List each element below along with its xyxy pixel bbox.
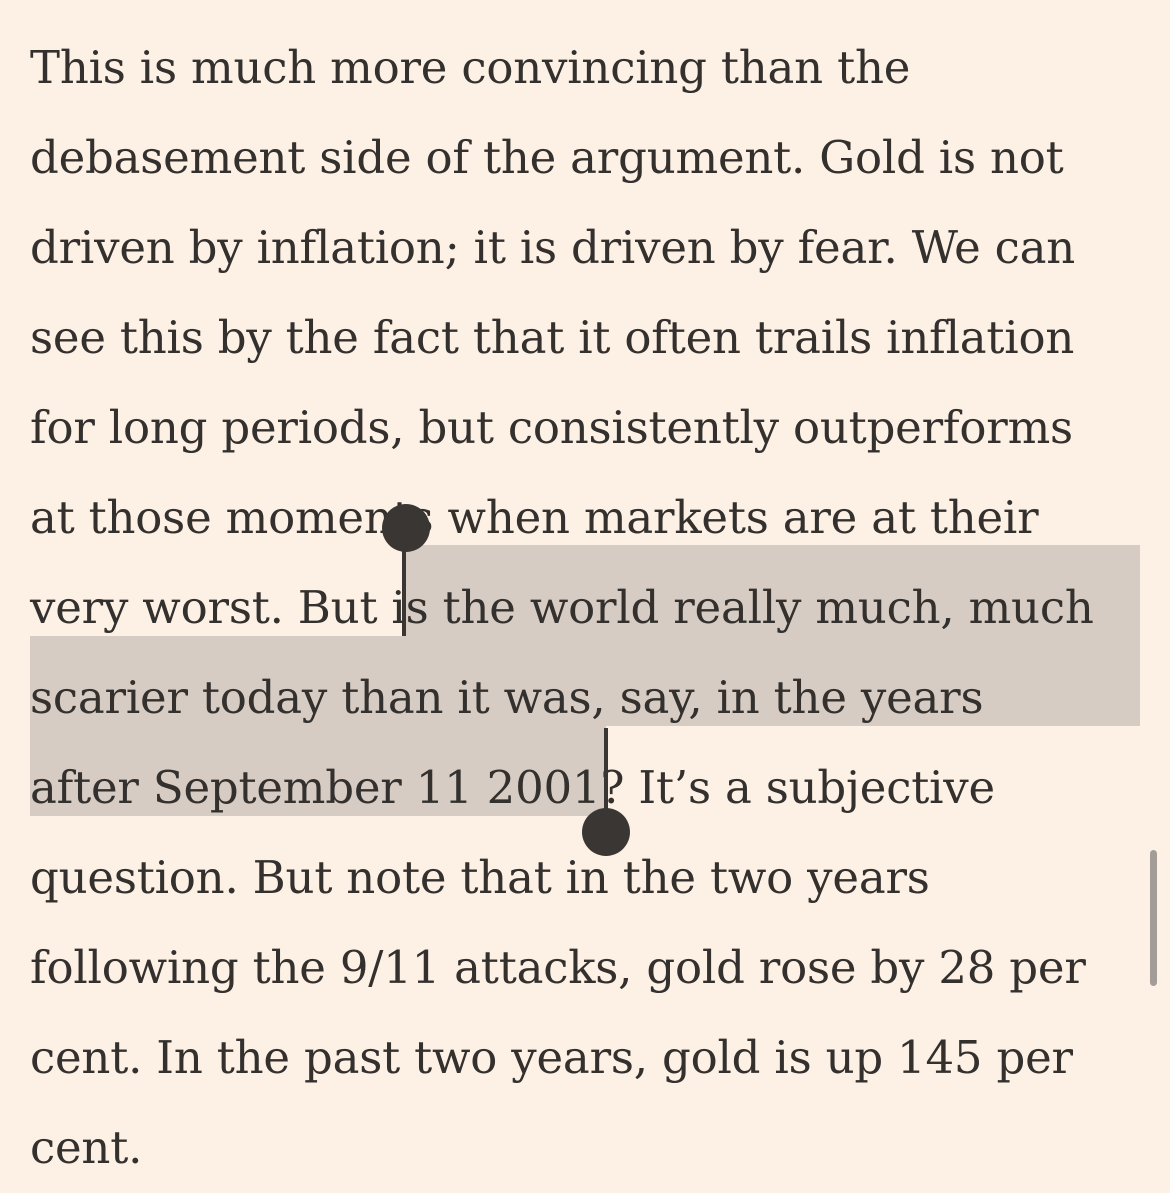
selection-highlight-line-3 — [30, 726, 606, 816]
selection-highlight-line-1 — [402, 545, 1140, 636]
selection-highlight-line-2 — [30, 636, 1140, 726]
article-line: see this by the fact that it often trail… — [30, 311, 1075, 364]
selection-start-stem[interactable] — [402, 520, 406, 636]
article-line: for long periods, but consistently outpe… — [30, 401, 1073, 454]
article-line: question. But note that in the two years — [30, 851, 930, 904]
article-line: after September 11 2001? It’s a subjecti… — [30, 761, 995, 814]
article-line: scarier today than it was, say, in the y… — [30, 671, 984, 724]
selection-end-stem[interactable] — [604, 728, 608, 828]
article-line: very worst. But is the world really much… — [30, 581, 1094, 634]
selection-start-knob[interactable] — [382, 504, 430, 552]
selection-end-knob[interactable] — [582, 808, 630, 856]
article-line: cent. — [30, 1121, 143, 1174]
article-line: following the 9/11 attacks, gold rose by… — [30, 941, 1086, 994]
scrollbar[interactable] — [1150, 850, 1157, 986]
article-line: at those moments when markets are at the… — [30, 491, 1039, 544]
article-body: This is much more convincing than the de… — [30, 23, 1094, 1193]
article-line: This is much more convincing than the — [30, 41, 911, 94]
article-line: cent. In the past two years, gold is up … — [30, 1031, 1073, 1084]
article-line: debasement side of the argument. Gold is… — [30, 131, 1064, 184]
article-line: driven by inflation; it is driven by fea… — [30, 221, 1076, 274]
